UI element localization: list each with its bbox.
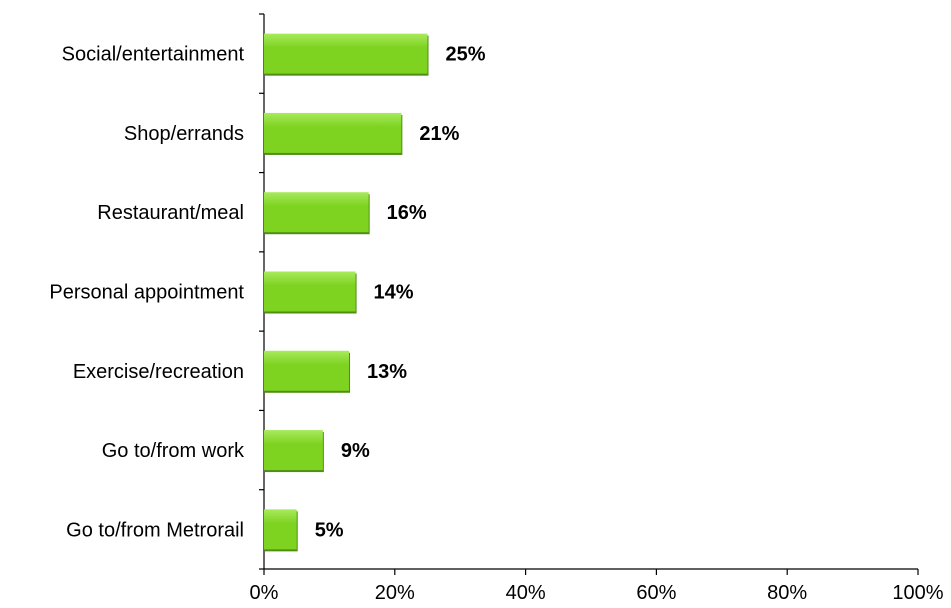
- data-label: 21%: [419, 123, 459, 145]
- bar: [264, 350, 350, 391]
- bar: [264, 192, 369, 233]
- x-tick-label: 40%: [506, 582, 546, 604]
- data-label: 16%: [387, 202, 427, 224]
- bar: [264, 509, 297, 550]
- x-tick-label: 60%: [636, 582, 676, 604]
- labels: 0% 20% 40% 60% 80% 100% Social/entertainment 25…: [49, 44, 943, 604]
- category-label: Personal appointment: [49, 282, 244, 304]
- category-label: Restaurant/meal: [97, 202, 244, 224]
- category-label: Go to/from work: [102, 440, 245, 462]
- data-label: 9%: [341, 440, 370, 462]
- x-tick-label: 20%: [375, 582, 415, 604]
- data-label: 25%: [446, 44, 486, 66]
- bar: [264, 271, 356, 312]
- category-label: Social/entertainment: [62, 44, 245, 66]
- x-tick-label: 80%: [767, 582, 807, 604]
- data-label: 14%: [374, 282, 414, 304]
- bar: [264, 112, 402, 153]
- category-label: Shop/errands: [124, 123, 244, 145]
- x-tick-label: 0%: [250, 582, 279, 604]
- bar: [264, 33, 428, 74]
- axes: [259, 13, 919, 575]
- bars: [264, 33, 429, 552]
- data-label: 13%: [367, 361, 407, 383]
- data-label: 5%: [315, 519, 344, 541]
- bar: [264, 430, 323, 471]
- category-label: Go to/from Metrorail: [66, 519, 244, 541]
- x-tick-label: 100%: [892, 582, 943, 604]
- category-label: Exercise/recreation: [73, 361, 244, 383]
